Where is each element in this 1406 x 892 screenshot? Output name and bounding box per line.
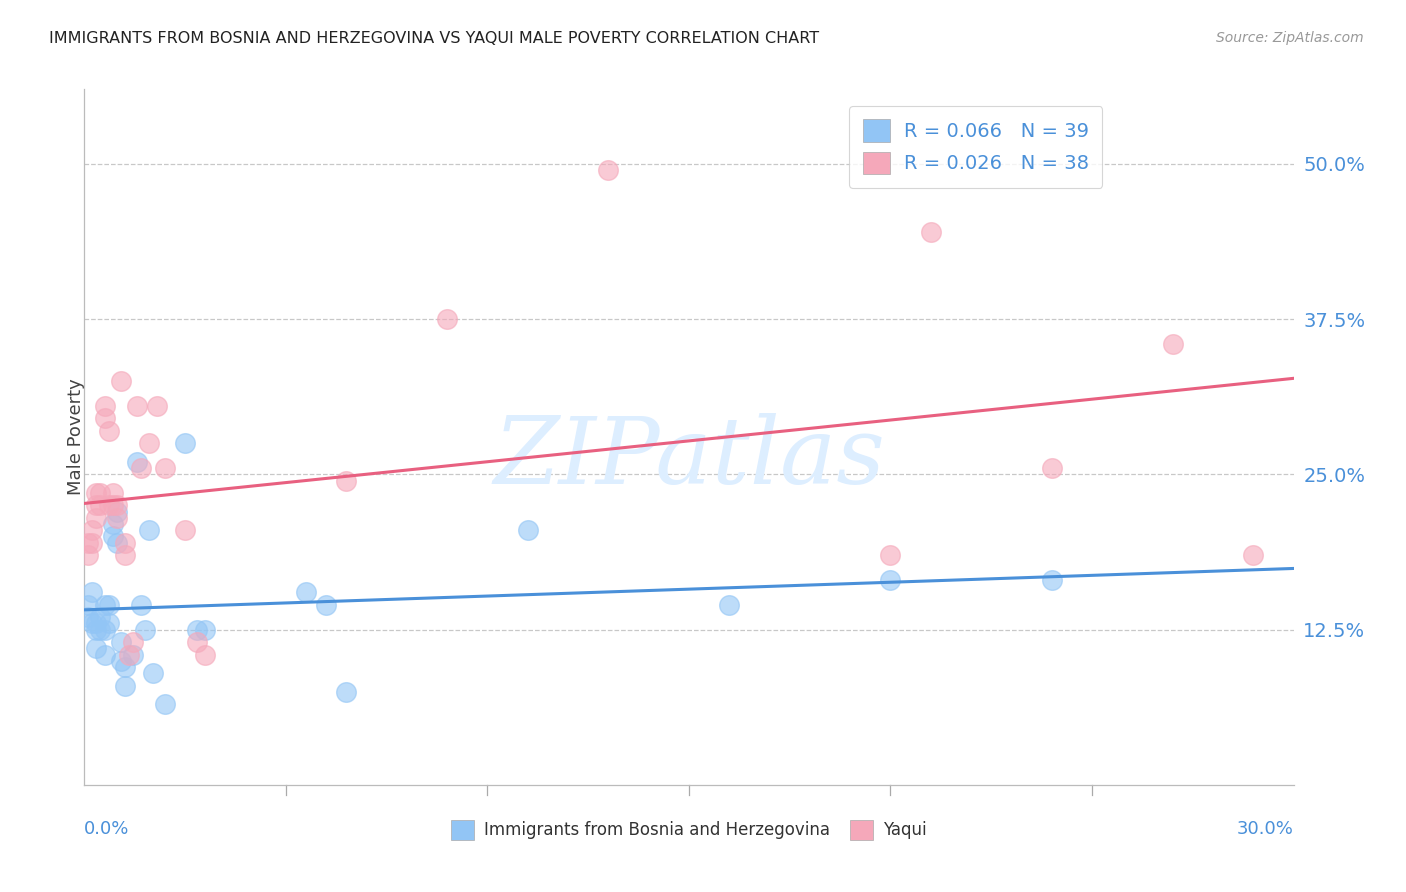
Point	[89, 499, 111, 513]
Point	[93, 399, 115, 413]
Point	[101, 499, 124, 513]
Point	[77, 535, 100, 549]
Point	[335, 474, 357, 488]
Point	[153, 697, 176, 711]
Point	[194, 623, 217, 637]
Point	[436, 312, 458, 326]
Point	[89, 623, 111, 637]
Point	[114, 679, 136, 693]
Point	[89, 486, 111, 500]
Text: IMMIGRANTS FROM BOSNIA AND HERZEGOVINA VS YAQUI MALE POVERTY CORRELATION CHART: IMMIGRANTS FROM BOSNIA AND HERZEGOVINA V…	[49, 31, 820, 46]
Point	[121, 648, 143, 662]
Y-axis label: Male Poverty: Male Poverty	[67, 379, 84, 495]
Point	[77, 610, 100, 624]
Point	[125, 455, 148, 469]
Point	[86, 499, 108, 513]
Point	[129, 598, 152, 612]
Point	[335, 685, 357, 699]
Point	[101, 516, 124, 531]
Point	[138, 523, 160, 537]
Point	[105, 499, 128, 513]
Point	[1161, 337, 1184, 351]
Point	[110, 635, 132, 649]
Point	[110, 374, 132, 388]
Point	[295, 585, 318, 599]
Point	[194, 648, 217, 662]
Text: Source: ZipAtlas.com: Source: ZipAtlas.com	[1216, 31, 1364, 45]
Point	[86, 623, 108, 637]
Point	[93, 598, 115, 612]
Point	[118, 648, 141, 662]
Point	[920, 225, 942, 239]
Point	[598, 163, 620, 178]
Point	[134, 623, 156, 637]
Point	[879, 548, 901, 562]
Point	[1040, 573, 1063, 587]
Point	[82, 585, 104, 599]
Point	[82, 535, 104, 549]
Point	[718, 598, 741, 612]
Text: ZIPatlas: ZIPatlas	[494, 413, 884, 503]
Point	[879, 573, 901, 587]
Point	[77, 598, 100, 612]
Point	[93, 411, 115, 425]
Point	[142, 666, 165, 681]
Point	[82, 616, 104, 631]
Point	[146, 399, 169, 413]
Point	[186, 623, 208, 637]
Point	[93, 623, 115, 637]
Point	[186, 635, 208, 649]
Point	[174, 523, 197, 537]
Point	[516, 523, 538, 537]
Point	[105, 505, 128, 519]
Point	[153, 461, 176, 475]
Point	[86, 641, 108, 656]
Point	[121, 635, 143, 649]
Point	[114, 548, 136, 562]
Point	[97, 598, 120, 612]
Point	[129, 461, 152, 475]
Point	[82, 523, 104, 537]
Point	[77, 548, 100, 562]
Point	[86, 511, 108, 525]
Point	[101, 486, 124, 500]
Text: 30.0%: 30.0%	[1237, 820, 1294, 838]
Point	[105, 535, 128, 549]
Point	[101, 529, 124, 543]
Point	[105, 511, 128, 525]
Point	[89, 610, 111, 624]
Text: 0.0%: 0.0%	[84, 820, 129, 838]
Point	[97, 424, 120, 438]
Point	[1040, 461, 1063, 475]
Point	[97, 616, 120, 631]
Point	[86, 486, 108, 500]
Point	[86, 616, 108, 631]
Point	[315, 598, 337, 612]
Point	[114, 660, 136, 674]
Point	[138, 436, 160, 450]
Point	[93, 648, 115, 662]
Point	[1241, 548, 1264, 562]
Point	[97, 499, 120, 513]
Point	[110, 654, 132, 668]
Point	[174, 436, 197, 450]
Point	[114, 535, 136, 549]
Legend: Immigrants from Bosnia and Herzegovina, Yaqui: Immigrants from Bosnia and Herzegovina, …	[444, 814, 934, 847]
Point	[125, 399, 148, 413]
